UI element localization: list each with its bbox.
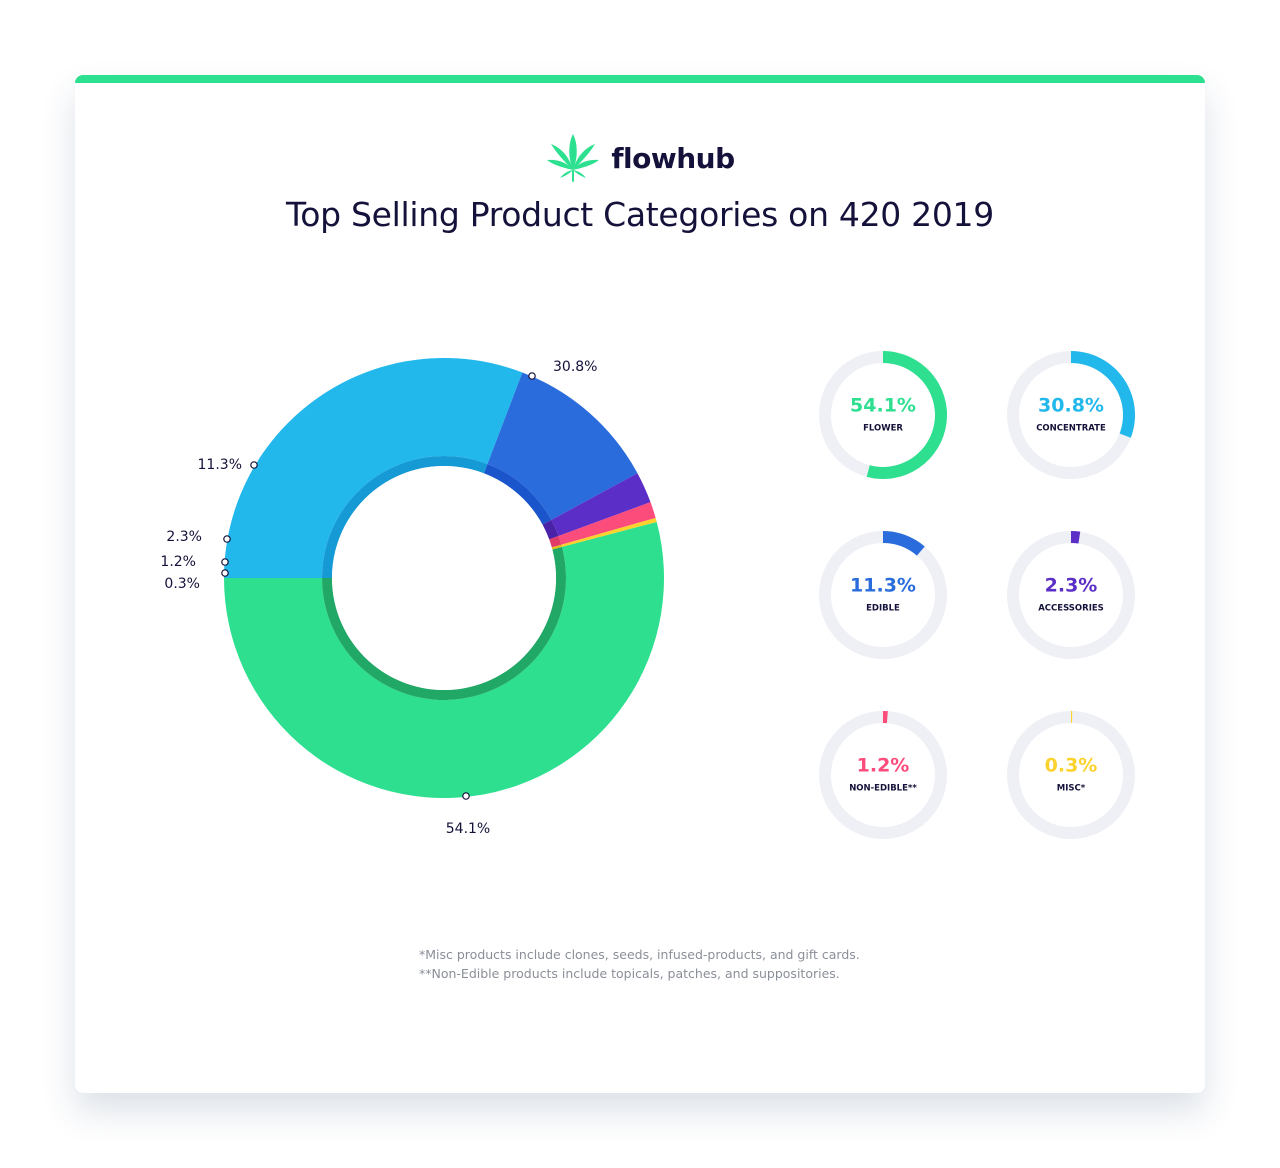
slice-flower xyxy=(224,521,664,798)
mini-label-misc: MISC* xyxy=(1057,784,1086,794)
mini-value-accessories: 2.3% xyxy=(1045,575,1098,597)
mini-value-non-edible: 1.2% xyxy=(857,755,910,777)
chart-title: Top Selling Product Categories on 420 20… xyxy=(286,195,994,234)
mini-value-edible: 11.3% xyxy=(850,575,916,597)
inner-ring-accessories xyxy=(542,519,559,540)
mini-arc-accessories xyxy=(1071,531,1081,544)
mini-value-misc: 0.3% xyxy=(1045,755,1098,777)
data-label-flower: 54.1% xyxy=(446,821,490,837)
footnote-non-edible: **Non-Edible products include topicals, … xyxy=(419,966,840,981)
mini-value-concentrate: 30.8% xyxy=(1038,395,1104,417)
data-label-non-edible: 1.2% xyxy=(160,554,196,570)
accent-bar xyxy=(75,75,1205,83)
label-marker-concentrate xyxy=(528,372,536,380)
slice-misc xyxy=(561,517,657,547)
slice-non-edible xyxy=(558,502,656,545)
brand-name: flowhub xyxy=(611,141,735,175)
data-label-concentrate: 30.8% xyxy=(553,359,597,375)
mini-label-accessories: ACCESSORIES xyxy=(1038,604,1104,614)
mini-donut-edible: 11.3% EDIBLE xyxy=(819,531,947,659)
mini-donut-flower: 54.1% FLOWER xyxy=(819,351,948,480)
inner-ring-edible xyxy=(483,464,552,525)
cannabis-leaf-icon xyxy=(547,134,600,182)
mini-arc-flower xyxy=(866,351,948,480)
mini-label-concentrate: CONCENTRATE xyxy=(1036,424,1106,434)
brand-header: flowhub xyxy=(75,131,1205,185)
data-label-edible: 11.3% xyxy=(198,457,242,473)
label-marker-non-edible xyxy=(221,558,229,566)
mini-value-flower: 54.1% xyxy=(850,395,916,417)
label-marker-flower xyxy=(462,792,470,800)
slice-edible xyxy=(487,372,638,520)
mini-label-edible: EDIBLE xyxy=(866,604,900,614)
mini-arc-concentrate xyxy=(1071,351,1135,438)
mini-arc-edible xyxy=(883,531,925,556)
mini-donut-accessories: 2.3% ACCESSORIES xyxy=(1007,531,1135,659)
slice-accessories xyxy=(551,473,651,536)
mini-donut-non-edible: 1.2% NON-EDIBLE** xyxy=(819,711,947,839)
donut-hole xyxy=(332,466,556,690)
mini-arc-misc xyxy=(1071,711,1073,724)
main-donut: 54.1% 30.8% 11.3% 2.3% 1.2% 0.3% xyxy=(160,358,664,837)
inner-ring-concentrate xyxy=(322,456,488,578)
footnotes: *Misc products include clones, seeds, in… xyxy=(419,945,860,983)
inner-ring-misc xyxy=(551,544,562,550)
data-label-accessories: 2.3% xyxy=(166,529,202,545)
mini-label-non-edible: NON-EDIBLE** xyxy=(849,784,917,794)
mini-donut-misc: 0.3% MISC* xyxy=(1007,711,1135,839)
label-marker-edible xyxy=(250,461,258,469)
label-marker-accessories xyxy=(223,535,231,543)
footnote-misc: *Misc products include clones, seeds, in… xyxy=(419,947,860,962)
mini-donut-concentrate: 30.8% CONCENTRATE xyxy=(1007,351,1135,479)
mini-arc-non-edible xyxy=(883,711,888,724)
inner-ring-non-edible xyxy=(549,535,562,548)
data-label-misc: 0.3% xyxy=(164,576,200,592)
label-marker-misc xyxy=(221,569,229,577)
slice-concentrate xyxy=(224,358,523,578)
mini-label-flower: FLOWER xyxy=(863,424,903,434)
